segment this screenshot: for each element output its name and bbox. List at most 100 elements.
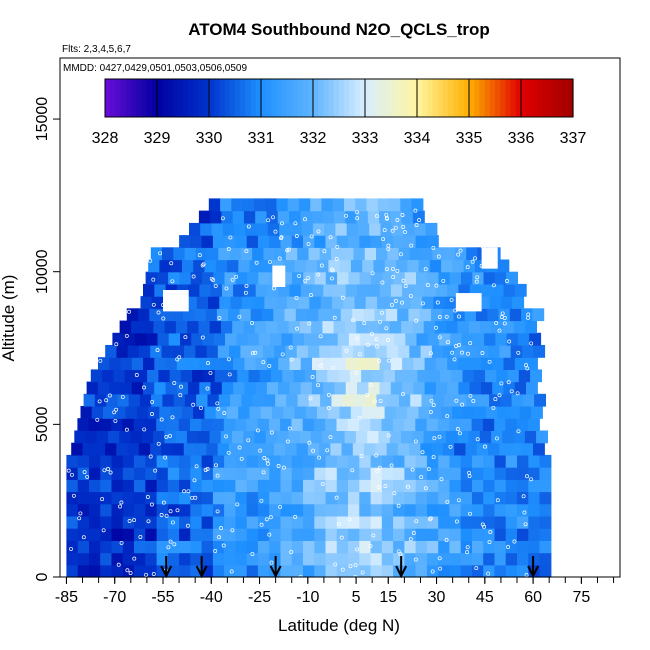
colorbar-segment [266, 79, 272, 117]
heat-cell [291, 491, 304, 505]
sample-point [502, 316, 507, 320]
heat-cell [539, 564, 552, 578]
colorbar-segment [245, 79, 252, 117]
heat-cell [336, 418, 349, 431]
heat-cell [212, 515, 225, 529]
heat-cell [176, 357, 189, 370]
heat-cell [153, 430, 165, 444]
heat-cell [460, 503, 473, 517]
heat-cell [386, 345, 399, 358]
heat-cell [348, 235, 360, 248]
sample-point [347, 517, 352, 522]
heat-cell [472, 491, 484, 505]
heat-cell [454, 442, 467, 456]
heat-cell [438, 491, 451, 505]
heat-cell [159, 259, 172, 273]
heat-cell [135, 369, 148, 383]
heat-cell [219, 296, 232, 309]
heat-cell [484, 332, 496, 346]
heat-cell [201, 235, 214, 248]
heat-cell [127, 442, 140, 456]
heat-cell [325, 467, 338, 480]
heat-cell [289, 210, 301, 224]
heat-cell [212, 564, 225, 578]
sample-point [273, 229, 278, 234]
heat-cell [139, 345, 151, 358]
sample-point [261, 360, 266, 365]
heat-cell [443, 247, 456, 261]
heat-cell [449, 271, 462, 285]
heat-cell [122, 491, 135, 505]
colorbar-segment [302, 79, 309, 117]
heat-cell [143, 357, 155, 370]
heat-cell [438, 454, 451, 468]
heat-cell [354, 296, 367, 309]
heat-cell [294, 406, 307, 419]
heat-cell [291, 479, 304, 493]
sample-point [444, 538, 449, 543]
sample-point [497, 328, 502, 333]
sample-point [69, 546, 73, 551]
heat-cell [409, 247, 422, 261]
colorbar-segment [261, 79, 267, 117]
heat-cell [528, 552, 541, 566]
heat-cell [415, 540, 428, 554]
colorbar-tick-label: 335 [456, 130, 483, 147]
heat-cell [156, 479, 169, 493]
heat-cell [342, 393, 355, 407]
sample-point [475, 437, 480, 442]
sample-point [306, 275, 311, 280]
heat-cell [167, 467, 180, 480]
heat-cell [66, 503, 79, 517]
heat-cell [260, 259, 273, 273]
heat-cell [66, 540, 79, 554]
sample-point [100, 497, 105, 502]
heat-cell [420, 442, 433, 456]
sample-point [339, 535, 344, 540]
heat-cell [505, 479, 518, 493]
heat-cell [426, 552, 439, 566]
heat-cell [258, 332, 271, 346]
heat-cell [210, 381, 223, 395]
sample-point [473, 256, 477, 261]
heat-cell [426, 540, 439, 554]
heat-cell [277, 210, 290, 224]
sample-point [457, 314, 461, 319]
heat-cell [269, 540, 282, 554]
heat-cell [245, 222, 258, 236]
heat-cell [359, 479, 372, 493]
heat-cell [89, 467, 101, 480]
heat-cell [287, 198, 300, 212]
heat-cell [170, 406, 183, 419]
sample-point [332, 315, 337, 320]
heat-cell [505, 564, 518, 578]
heat-cell [199, 381, 212, 395]
heat-cell [438, 467, 451, 480]
heat-cell [331, 247, 343, 261]
heat-cell [466, 393, 479, 407]
heat-cell [235, 467, 248, 480]
heat-cell [344, 198, 356, 212]
sample-point [398, 252, 403, 257]
heat-cell [528, 479, 541, 493]
heat-cell [472, 332, 485, 346]
sample-point [82, 470, 87, 475]
heat-cell [415, 564, 428, 578]
heat-cell [421, 393, 434, 407]
sample-point [191, 402, 196, 407]
sample-point [244, 249, 249, 254]
heat-cell [246, 540, 259, 554]
heat-cell [381, 418, 394, 431]
heat-cell [435, 357, 448, 370]
heat-cell [426, 454, 439, 468]
sample-point [170, 520, 175, 525]
sample-point [529, 341, 534, 346]
heat-cell [235, 552, 248, 566]
heat-cell [463, 259, 476, 273]
heat-cell [381, 467, 394, 480]
sample-point [382, 228, 387, 233]
sample-point [392, 491, 397, 496]
heat-cell [345, 357, 358, 370]
heat-cell [260, 406, 273, 419]
heat-cell [439, 332, 451, 346]
